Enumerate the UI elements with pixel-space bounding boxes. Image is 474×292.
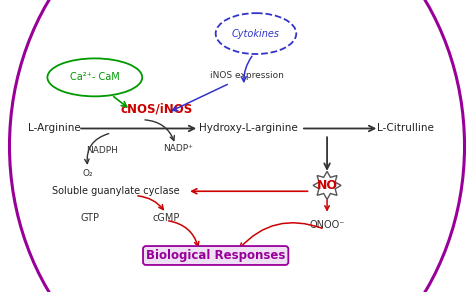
Text: NO: NO — [317, 179, 337, 192]
Text: cGMP: cGMP — [152, 213, 180, 223]
Text: Biological Responses: Biological Responses — [146, 249, 285, 262]
Text: ONOO⁻: ONOO⁻ — [310, 220, 345, 230]
Text: O₂: O₂ — [82, 169, 93, 178]
Text: iNOS expression: iNOS expression — [210, 72, 283, 80]
Polygon shape — [313, 171, 341, 199]
Text: NADP⁺: NADP⁺ — [163, 145, 193, 153]
Text: Ca²⁺- CaM: Ca²⁺- CaM — [70, 72, 119, 82]
Text: GTP: GTP — [81, 213, 100, 223]
Text: L-Citrulline: L-Citrulline — [377, 124, 434, 133]
Text: cNOS/iNOS: cNOS/iNOS — [120, 103, 192, 116]
Text: NADPH: NADPH — [86, 146, 118, 155]
Text: L-Arginine: L-Arginine — [28, 124, 81, 133]
Text: Soluble guanylate cyclase: Soluble guanylate cyclase — [52, 186, 180, 196]
Text: Cytokines: Cytokines — [232, 29, 280, 39]
Text: Hydroxy-L-arginine: Hydroxy-L-arginine — [200, 124, 298, 133]
